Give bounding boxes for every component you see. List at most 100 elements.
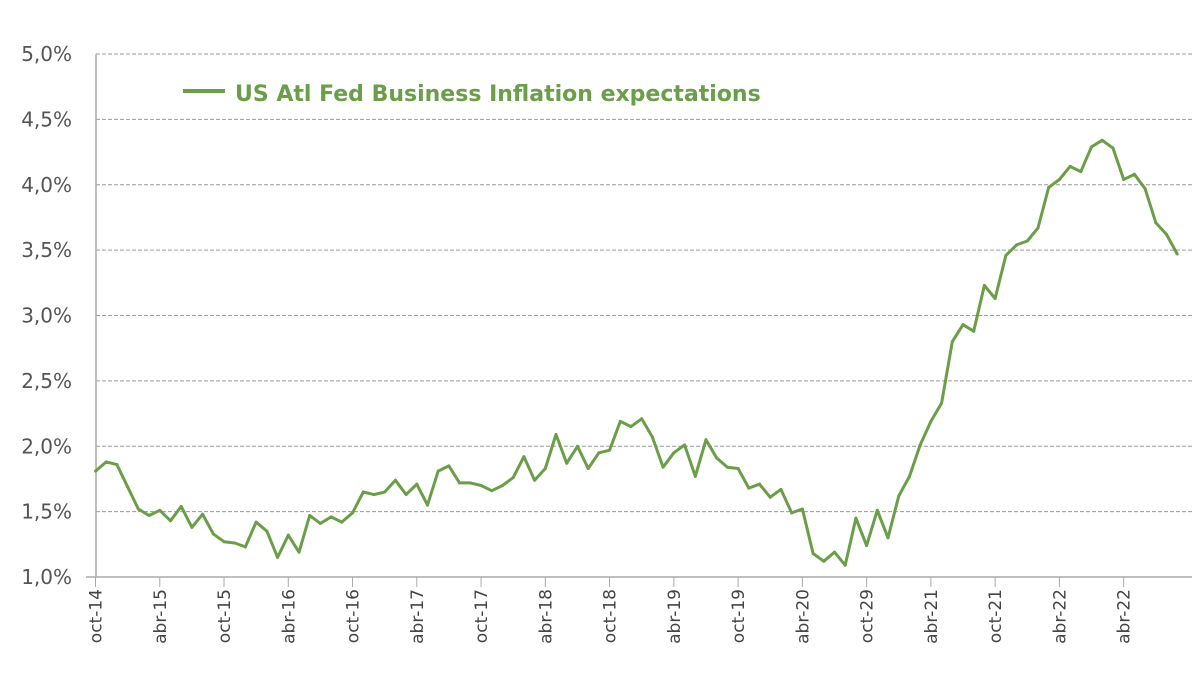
data-point [1047,185,1051,189]
x-tick-label: oct-29 [858,589,878,643]
data-point [286,533,290,537]
data-point [393,478,397,482]
data-point [672,451,676,455]
data-point [415,482,419,486]
data-point [907,474,911,478]
data-point [875,508,879,512]
data-point [458,481,462,485]
data-point [1057,178,1061,182]
x-tick-label: oct-19 [729,589,749,643]
data-point [136,507,140,511]
data-point [747,486,751,490]
data-point [982,283,986,287]
data-point [822,559,826,563]
data-point [758,482,762,486]
data-point [811,551,815,555]
data-point [1090,145,1094,149]
data-point [897,494,901,498]
data-point [168,519,172,523]
data-point [104,460,108,464]
series-line [94,138,1179,567]
data-point [190,525,194,529]
data-point [683,443,687,447]
data-point [233,541,237,545]
x-tick-label: oct-21 [986,589,1006,643]
data-point [1100,138,1104,142]
legend-label: US Atl Fed Business Inflation expectatio… [235,82,761,107]
y-axis: 1,0% 1,5% 2,0% 2,5% 3,0% 3,5% 4,0% 4,5% 5,0% [21,42,97,589]
y-tick-label: 4,0% [21,173,72,197]
data-point [522,455,526,459]
legend: US Atl Fed Business Inflation expectatio… [183,82,761,107]
x-tick-label: abr-19 [665,589,685,644]
data-point [1036,226,1040,230]
data-point [126,485,130,489]
data-point [243,545,247,549]
data-point [222,540,226,544]
x-tick-label: oct-15 [215,589,235,643]
data-point [832,550,836,554]
x-tick-label: oct-17 [472,589,492,643]
data-point [597,451,601,455]
y-tick-label: 1,5% [21,500,72,524]
x-tick-label: abr-20 [793,589,813,644]
data-point [1111,146,1115,150]
data-point [854,516,858,520]
data-point [94,469,97,473]
x-tick-label: abr-22 [1050,589,1070,644]
data-point [1154,221,1158,225]
data-point [768,495,772,499]
data-point [554,432,558,436]
data-point [940,401,944,405]
data-point [436,469,440,473]
y-tick-label: 3,0% [21,304,72,328]
data-point [608,448,612,452]
data-point [640,417,644,421]
x-tick-label: abr-21 [922,589,942,644]
data-point [1015,243,1019,247]
y-tick-label: 1,0% [21,565,72,589]
data-point [158,508,162,512]
data-point [929,419,933,423]
x-axis: oct-14 abr-15 oct-15 abr-16 oct-16 abr-17 oct-… [86,576,1192,644]
x-tick-label: abr-18 [536,589,556,644]
data-point [351,511,355,515]
data-point [1122,178,1126,182]
data-point [629,425,633,429]
data-point [886,536,890,540]
y-tick-label: 2,0% [21,434,72,458]
data-point [308,514,312,518]
data-point [361,490,365,494]
data-point [918,443,922,447]
data-point [790,511,794,515]
data-point [179,504,183,508]
y-tick-label: 4,5% [21,107,72,131]
data-point [661,465,665,469]
y-tick-label: 3,5% [21,238,72,262]
data-point [340,520,344,524]
data-point [725,465,729,469]
y-tick-label: 5,0% [21,42,72,66]
data-point [404,493,408,497]
data-point [201,512,205,516]
data-point [147,514,151,518]
x-tick-label: abr-22 [1115,589,1135,644]
data-point [1132,172,1136,176]
data-point [254,520,258,524]
data-point [426,503,430,507]
data-point [468,481,472,485]
data-point [715,456,719,460]
data-point [704,438,708,442]
data-point [972,329,976,333]
x-tick-label: oct-16 [344,589,364,643]
data-point [650,435,654,439]
data-point [993,297,997,301]
data-point [736,466,740,470]
x-tick-label: oct-14 [87,589,107,643]
data-point [961,323,965,327]
data-point [1175,252,1179,256]
data-point [1068,164,1072,168]
gridlines [96,53,1192,513]
x-tick-label: abr-15 [151,589,171,644]
